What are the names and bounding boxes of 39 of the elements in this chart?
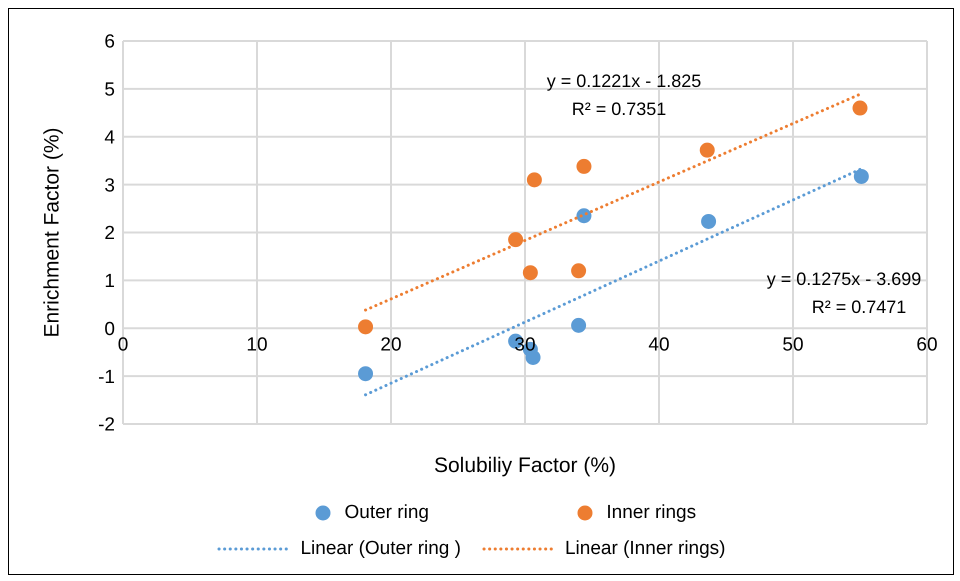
x-tick-label: 10 xyxy=(246,334,268,356)
point xyxy=(526,350,541,365)
point xyxy=(508,232,524,248)
point xyxy=(571,318,586,333)
y-tick-label: 5 xyxy=(104,80,115,101)
legend-label: Inner rings xyxy=(606,502,696,524)
y-tick-label: 1 xyxy=(104,271,115,292)
y-axis-title: Enrichment Factor (%) xyxy=(40,127,64,338)
point xyxy=(576,158,592,174)
annotation: R² = 0.7471 xyxy=(812,297,906,318)
annotation: y = 0.1275x - 3.699 xyxy=(766,269,922,290)
point xyxy=(571,263,586,278)
point xyxy=(522,265,538,280)
point xyxy=(852,100,868,116)
x-tick-label: 60 xyxy=(916,334,938,356)
annotation: y = 0.1221x - 1.825 xyxy=(546,71,702,92)
y-tick-label: 6 xyxy=(104,32,115,53)
legend-label: Linear (Inner rings) xyxy=(564,538,726,560)
point xyxy=(526,172,542,188)
point xyxy=(701,214,716,229)
y-tick-label: 2 xyxy=(104,223,115,244)
point xyxy=(576,208,592,224)
legend-label: Outer ring xyxy=(344,502,429,524)
x-tick-label: 20 xyxy=(380,334,402,356)
point xyxy=(358,319,374,334)
y-tick-label: -1 xyxy=(98,366,115,388)
y-tick-label: -2 xyxy=(98,414,115,436)
x-tick-label: 0 xyxy=(118,334,128,356)
x-tick-label: 40 xyxy=(648,334,670,356)
point xyxy=(854,168,869,184)
x-axis-title: Solubiliy Factor (%) xyxy=(434,454,616,477)
y-tick-label: 3 xyxy=(104,175,115,196)
annotation: R² = 0.7351 xyxy=(572,99,666,120)
x-tick-label: 50 xyxy=(782,334,804,356)
y-tick-label: 0 xyxy=(104,318,115,340)
point xyxy=(358,366,374,382)
point xyxy=(700,142,715,158)
legend-label: Linear (Outer ring ) xyxy=(300,538,461,560)
y-tick-label: 4 xyxy=(104,127,116,148)
